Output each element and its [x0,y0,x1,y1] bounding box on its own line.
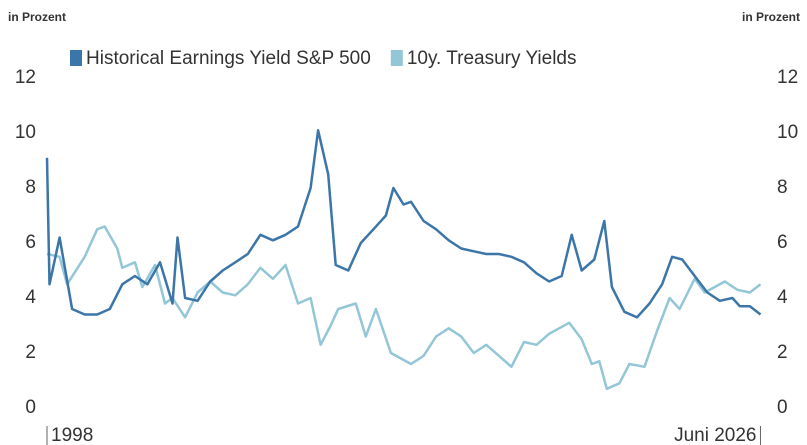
y-tick-label: 8 [25,177,36,198]
x-tick-label: 1998 [51,425,93,445]
y-tick-label: 6 [25,232,36,253]
series-line [46,225,762,391]
y-tick-label: 12 [15,67,36,88]
x-tick-label: Juni 2026 [674,425,756,445]
y2-axis-label: in Prozent [742,10,800,24]
y-tick-label: 10 [15,122,36,143]
y2-tick-label: 0 [777,397,788,418]
y-tick-label: 4 [25,287,36,308]
y-axis-label: in Prozent [8,10,66,24]
y2-tick-label: 12 [777,67,798,88]
y-tick-label: 0 [25,397,36,418]
legend-label: Historical Earnings Yield S&P 500 [86,48,371,69]
legend-swatch [390,50,403,66]
legend-label: 10y. Treasury Yields [407,48,577,69]
y-tick-label: 2 [25,342,36,363]
y2-tick-label: 6 [777,232,788,253]
y2-tick-label: 10 [777,122,798,143]
y2-tick-label: 4 [777,287,788,308]
series-line [45,129,762,319]
legend-swatch [70,50,82,66]
y2-tick-label: 2 [777,342,788,363]
y2-tick-label: 8 [777,177,788,198]
